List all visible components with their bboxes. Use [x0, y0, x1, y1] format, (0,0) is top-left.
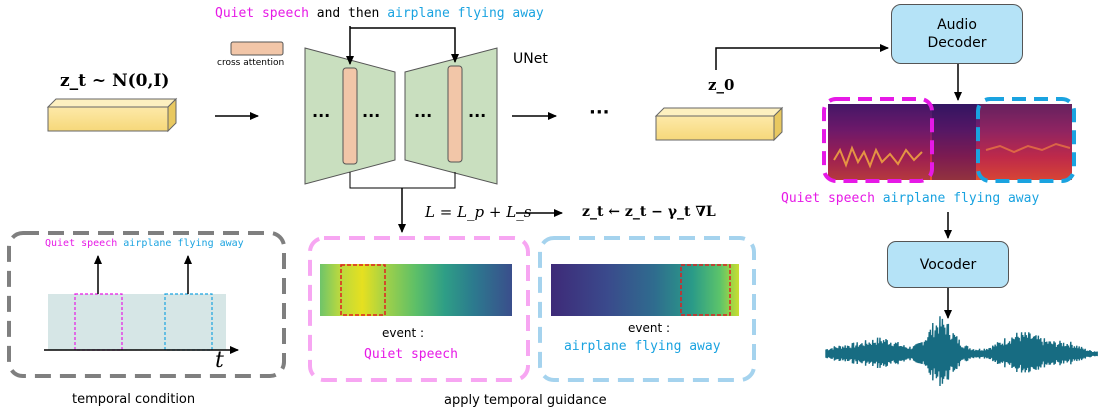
unet-label: UNet [513, 51, 548, 67]
unet-ellipsis-2: ··· [362, 106, 381, 125]
latent-noise-label: z_t ~ N(0,I) [60, 71, 170, 91]
guidance-panel2-event: airplane flying away [564, 339, 721, 354]
spec-caption-event1: Quiet speech [781, 191, 875, 206]
prompt-arrow-right [350, 27, 459, 63]
loss-formula: L = L_p + L_s [425, 203, 532, 221]
guidance-caption: apply temporal guidance [444, 393, 607, 408]
audio-decoder-box: Audio Decoder [891, 4, 1023, 64]
prompt-event1: Quiet speech [215, 6, 309, 21]
spectrogram-caption: Quiet speech airplane flying away [781, 192, 1039, 205]
unet-block [304, 47, 498, 185]
guidance-panel-quiet-speech [308, 236, 530, 382]
tc-event2: airplane flying away [123, 238, 244, 249]
temporal-condition-events: Quiet speech airplane flying away [45, 239, 244, 249]
unet-ellipsis-1: ··· [312, 106, 331, 125]
temporal-condition-caption: temporal condition [72, 392, 196, 407]
unet-ellipsis-4: ··· [468, 106, 487, 125]
update-formula: z_t ← z_t − γ_t ∇L [582, 204, 716, 220]
prompt-text: Quiet speech and then airplane flying aw… [215, 7, 544, 20]
latent-z0-block [654, 106, 784, 142]
cross-attention-swatch [230, 41, 284, 56]
latent-noise-block [46, 97, 178, 133]
guidance-panel1-prefix: event : [382, 326, 425, 340]
sampling-ellipsis: ··· [589, 102, 610, 123]
prompt-joiner: and then [308, 6, 388, 21]
temporal-condition-panel [7, 231, 286, 378]
tc-event1: Quiet speech [45, 238, 118, 249]
spec-caption-event2: airplane flying away [882, 191, 1040, 206]
arrow-z0-to-decoder [715, 44, 889, 70]
cross-attention-label: cross attention [217, 58, 285, 68]
waveform [825, 316, 1098, 387]
unet-bracket [349, 172, 456, 189]
unet-ellipsis-3: ··· [414, 106, 433, 125]
prompt-event2: airplane flying away [387, 6, 544, 21]
guidance-panel2-prefix: event : [628, 321, 671, 335]
guidance-panel1-event: Quiet speech [364, 347, 458, 362]
guidance-panel-airplane [538, 236, 756, 382]
mel-spectrogram [822, 97, 1076, 183]
time-axis-label: t [215, 348, 224, 373]
latent-z0-label: z_0 [708, 76, 735, 94]
vocoder-box: Vocoder [887, 241, 1009, 288]
